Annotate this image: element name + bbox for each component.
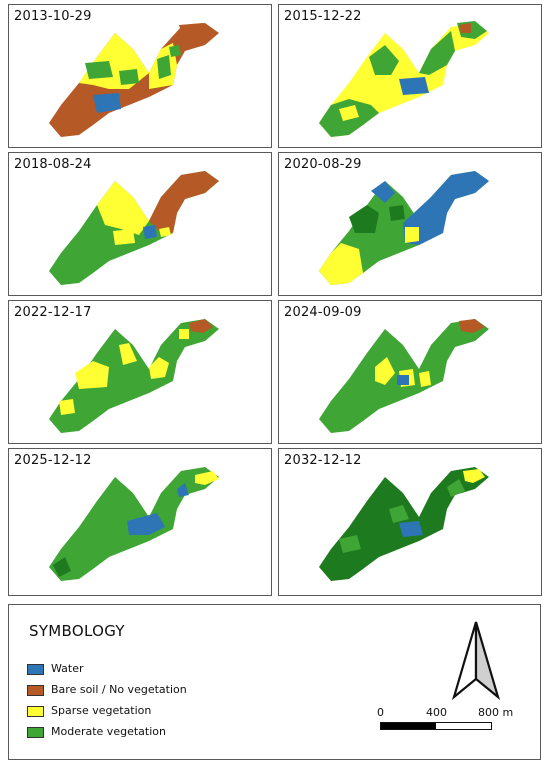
scale-label-400: 400 [426,706,447,719]
scale-label-0: 0 [377,706,384,719]
scale-bar-black-segment [381,723,436,729]
land-cover-map [319,319,489,433]
legend-swatch [27,664,44,675]
panel-date: 2015-12-22 [284,9,362,24]
panel-date: 2022-12-17 [14,305,92,320]
legend-swatch [27,685,44,696]
map-panel-2022-12-17: 2022-12-17 [8,300,272,444]
land-cover-map [319,171,489,285]
map-panel-2020-08-29: 2020-08-29 [278,152,542,296]
legend-label: Moderate vegetation [51,725,166,738]
panel-date: 2018-08-24 [14,157,92,172]
map-panel-2015-12-22: 2015-12-22 [278,4,542,148]
panel-date: 2032-12-12 [284,453,362,468]
legend-label: Bare soil / No vegetation [51,683,187,696]
map-panel-2025-12-12: 2025-12-12 [8,448,272,596]
panel-date: 2025-12-12 [14,453,92,468]
legend-label: Water [51,662,84,675]
legend-label: Sparse vegetation [51,704,152,717]
legend-panel: SYMBOLOGY Water Bare soil / No vegetatio… [8,604,541,760]
panel-date: 2020-08-29 [284,157,362,172]
land-cover-map [319,467,489,581]
legend-swatch [27,706,44,717]
map-panel-2032-12-12: 2032-12-12 [278,448,542,596]
panel-date: 2013-10-29 [14,9,92,24]
map-panel-2018-08-24: 2018-08-24 [8,152,272,296]
land-cover-map [49,319,219,433]
legend-title: SYMBOLOGY [29,622,125,640]
map-panel-2013-10-29: 2013-10-29 [8,4,272,148]
scale-label-800: 800 m [478,706,514,719]
north-arrow-icon [451,621,501,701]
land-cover-map [49,23,219,137]
land-cover-map [49,467,219,581]
land-cover-map [319,21,489,137]
scale-bar [380,722,492,730]
map-panel-2024-09-09: 2024-09-09 [278,300,542,444]
land-cover-map [49,171,219,285]
legend-swatch [27,727,44,738]
panel-date: 2024-09-09 [284,305,362,320]
